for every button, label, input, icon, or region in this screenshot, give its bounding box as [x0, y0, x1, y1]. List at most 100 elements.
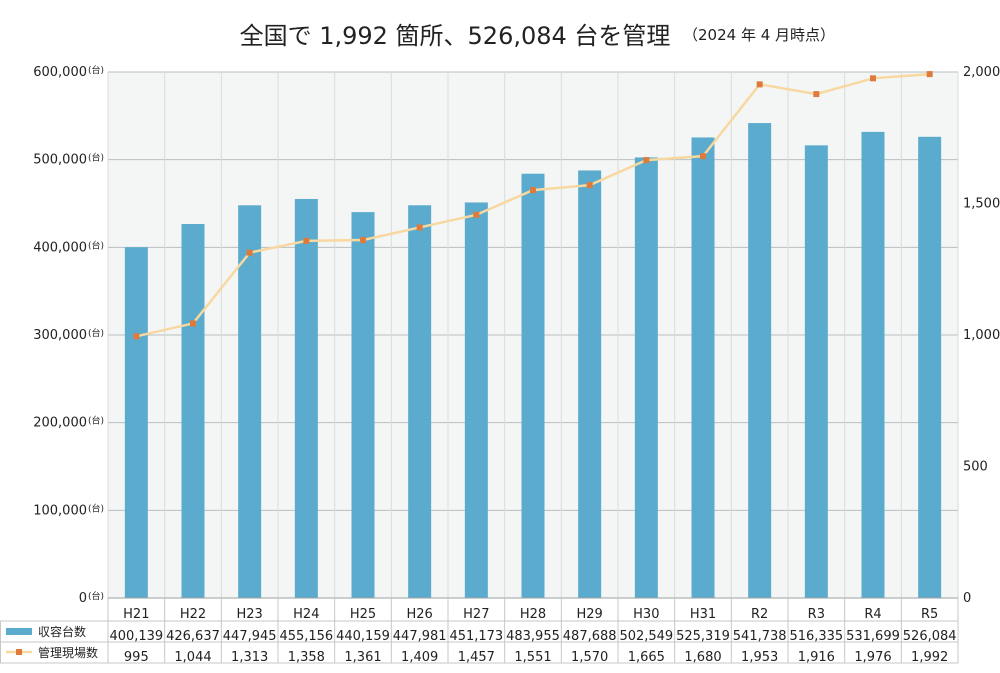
bar — [351, 212, 375, 599]
bar — [464, 202, 488, 598]
bar — [691, 137, 715, 598]
bar-data-label: 487,688 — [563, 629, 617, 644]
bar — [521, 173, 545, 598]
line-data-label: 1,551 — [514, 650, 551, 665]
y-left-tick-label: 600,000 — [33, 65, 87, 80]
bar-data-label: 526,084 — [903, 629, 957, 644]
x-tick-label: H22 — [180, 607, 206, 622]
line-data-label: 1,665 — [628, 650, 665, 665]
bar-data-label: 440,159 — [336, 629, 390, 644]
line-series — [133, 71, 933, 340]
x-tick-label: H30 — [633, 607, 659, 622]
line-data-label: 1,457 — [458, 650, 495, 665]
bar — [748, 123, 772, 598]
line-marker — [813, 91, 820, 98]
bar — [238, 205, 262, 598]
bar-series — [124, 123, 942, 599]
bar-data-label: 400,139 — [109, 629, 163, 644]
y-left-tick-label: 100,000 — [33, 503, 87, 518]
bar-data-label: 455,156 — [279, 629, 333, 644]
x-tick-label: H24 — [293, 607, 319, 622]
bar-data-label: 516,335 — [789, 629, 843, 644]
line-data-label: 1,361 — [344, 650, 381, 665]
line-marker — [756, 81, 763, 88]
x-tick-label: H25 — [350, 607, 376, 622]
line-data-label: 1,680 — [684, 650, 721, 665]
x-tick-label: H23 — [237, 607, 263, 622]
legend-label-bar: 収容台数 — [38, 624, 86, 639]
line-marker — [926, 71, 933, 78]
bar-data-label: 447,981 — [393, 629, 447, 644]
line-marker — [246, 249, 253, 256]
y-left-tick-unit: (台) — [88, 502, 104, 514]
bar — [861, 131, 885, 599]
line-marker — [416, 224, 423, 231]
line-data-label: 1,313 — [231, 650, 268, 665]
bar-data-label: 426,637 — [166, 629, 220, 644]
right-axis-ticks: 0 500 1,000 1,500 2,000 — [963, 65, 1000, 606]
line-data-label: 1,916 — [798, 650, 835, 665]
y-left-tick-label: 500,000 — [33, 153, 87, 168]
chart-title: 全国で 1,992 箇所、526,084 台を管理 — [240, 22, 671, 50]
x-tick-label: H27 — [463, 607, 489, 622]
line-marker — [133, 333, 140, 340]
x-tick-label: R2 — [751, 607, 768, 622]
line-data-label: 1,570 — [571, 650, 608, 665]
y-left-tick-unit: (台) — [88, 327, 104, 339]
bar — [578, 170, 602, 598]
bar — [804, 145, 828, 598]
line-data-label: 1,409 — [401, 650, 438, 665]
y-right-tick-label: 1,500 — [963, 197, 1000, 212]
x-tick-label: H21 — [123, 607, 149, 622]
line-marker — [700, 153, 706, 160]
y-left-tick-unit: (台) — [88, 415, 104, 427]
line-marker — [586, 182, 593, 189]
chart-title-note: （2024 年 4 月時点） — [683, 26, 835, 44]
y-left-tick-label: 300,000 — [33, 328, 87, 343]
line-data-label: 1,358 — [288, 650, 325, 665]
bar-data-label: 502,549 — [619, 629, 673, 644]
line-data-label: 1,044 — [174, 650, 211, 665]
x-tick-label: H29 — [577, 607, 603, 622]
x-tick-label: R4 — [864, 607, 881, 622]
y-left-tick-unit: (台) — [88, 64, 104, 76]
bar — [408, 205, 432, 598]
legend-label-line: 管理現場数 — [38, 645, 98, 660]
bar — [294, 198, 318, 598]
x-tick-label: H28 — [520, 607, 546, 622]
line-marker — [870, 75, 876, 82]
y-left-tick-unit: (台) — [88, 590, 104, 602]
bar — [124, 247, 148, 598]
bar-data-label: 525,319 — [676, 629, 730, 644]
y-right-tick-label: 2,000 — [963, 65, 1000, 80]
x-tick-label: H31 — [690, 607, 716, 622]
bar — [918, 136, 942, 599]
line-marker — [643, 157, 650, 164]
bar-data-label: 447,945 — [223, 629, 277, 644]
bar-data-label: 531,699 — [846, 629, 900, 644]
line-data-label: 1,976 — [854, 650, 891, 665]
line-data-label: 1,992 — [911, 650, 948, 665]
bar — [634, 157, 658, 598]
line-marker — [190, 320, 196, 327]
bar — [181, 223, 205, 598]
x-tick-label: R3 — [808, 607, 825, 622]
y-left-tick-unit: (台) — [88, 152, 104, 164]
legend-swatch-bar — [6, 628, 32, 635]
legend-swatch-marker — [16, 649, 22, 655]
y-right-tick-label: 500 — [963, 460, 988, 475]
bar-data-label: 451,173 — [449, 629, 503, 644]
y-left-tick-unit: (台) — [88, 239, 104, 251]
line-marker — [473, 211, 480, 218]
line-marker — [360, 237, 366, 244]
data-table: H21 H22 H23 H24 H25 H26 H27 H28 H29 H30 H31 R2 R3 R4 R… — [0, 597, 959, 665]
line-data-label: 995 — [124, 650, 149, 665]
left-axis-ticks: 0 (台)100,000 (台)200,000 (台)300,000 (台)400,00… — [33, 64, 104, 606]
x-tick-label: R5 — [921, 607, 938, 622]
line-data-label: 1,953 — [741, 650, 778, 665]
y-left-tick-label: 400,000 — [33, 240, 87, 255]
y-left-tick-label: 200,000 — [33, 416, 87, 431]
line-marker — [303, 237, 310, 244]
bar-data-label: 483,955 — [506, 629, 560, 644]
